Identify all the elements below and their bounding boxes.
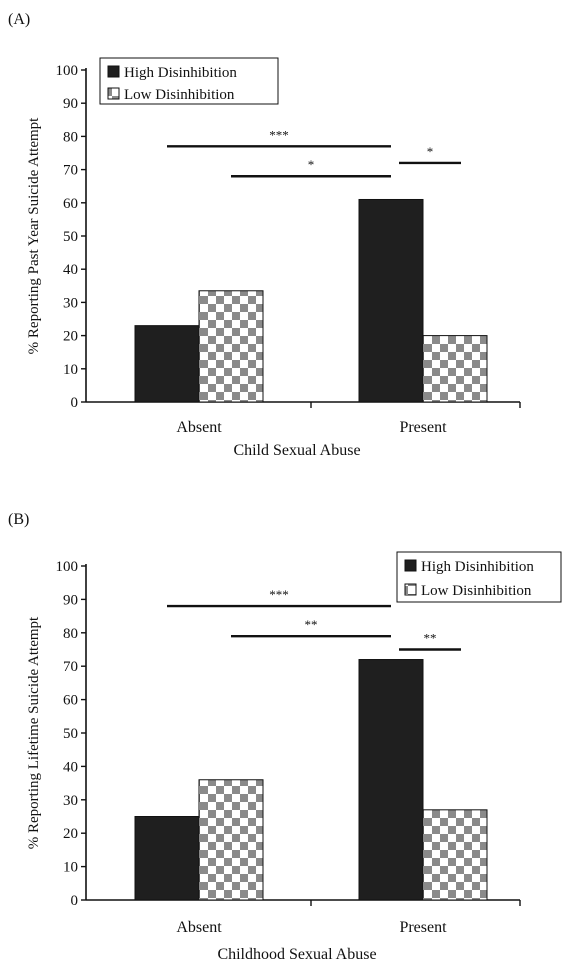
bar-absent-high-disinhibition [135,326,199,402]
chart-a: (A) 0 10 20 30 40 50 60 70 80 90 100 Absent Present *… [0,0,570,470]
legend: High Disinhibition Low Disinhibition [100,58,278,104]
y-tick-label: 90 [63,96,78,112]
bar-absent-low-disinhibition [199,291,263,402]
y-tick-label: 0 [71,395,79,411]
x-tick-label: Present [399,419,447,436]
significance-label: ** [305,617,318,632]
bar-present-high-disinhibition [359,660,423,900]
bar-present-low-disinhibition [423,810,487,900]
bar-present-low-disinhibition [423,336,487,402]
significance-label: *** [269,587,289,602]
y-tick-label: 60 [63,196,78,212]
bar-present-high-disinhibition [359,199,423,402]
y-tick-label: 50 [63,229,78,245]
bar-absent-high-disinhibition [135,817,199,901]
panel-label: (B) [8,511,29,528]
legend-swatch [108,88,119,99]
y-tick-label: 70 [63,659,78,675]
y-axis-label: % Reporting Past Year Suicide Attempt [26,117,42,354]
legend-label: Low Disinhibition [421,583,532,599]
x-tick-label: Absent [176,919,222,936]
legend-swatch [108,66,119,77]
panel-label: (A) [8,11,30,28]
legend-swatch [405,560,416,571]
y-tick-label: 80 [63,129,78,145]
y-tick-label: 0 [71,893,79,909]
y-tick-label: 20 [63,329,78,345]
y-tick-label: 100 [56,63,79,79]
y-tick-label: 60 [63,693,78,709]
y-axis-label: % Reporting Lifetime Suicide Attempt [26,616,42,849]
y-tick-label: 40 [63,759,78,775]
legend-label: Low Disinhibition [124,87,235,103]
legend-label: High Disinhibition [421,559,534,575]
y-tick-label: 10 [63,860,78,876]
significance-label: * [427,144,434,159]
legend-swatch [405,584,416,595]
y-tick-label: 30 [63,295,78,311]
y-tick-label: 50 [63,726,78,742]
y-tick-label: 40 [63,262,78,278]
significance-label: ** [424,631,437,646]
legend: High Disinhibition Low Disinhibition [397,552,561,602]
significance-label: * [308,157,315,172]
y-tick-label: 20 [63,826,78,842]
y-tick-label: 70 [63,163,78,179]
y-tick-label: 100 [56,559,79,575]
legend-label: High Disinhibition [124,65,237,81]
bar-absent-low-disinhibition [199,780,263,900]
y-tick-label: 30 [63,793,78,809]
y-tick-label: 90 [63,592,78,608]
significance-label: *** [269,127,289,142]
x-tick-label: Absent [176,419,222,436]
chart-b: (B) 0 10 20 30 40 50 60 70 80 90 100 Absent Present *… [0,490,570,971]
x-axis-label: Childhood Sexual Abuse [217,946,376,963]
x-axis-label: Child Sexual Abuse [233,442,360,459]
x-tick-label: Present [399,919,447,936]
y-tick-label: 10 [63,362,78,378]
y-tick-label: 80 [63,626,78,642]
